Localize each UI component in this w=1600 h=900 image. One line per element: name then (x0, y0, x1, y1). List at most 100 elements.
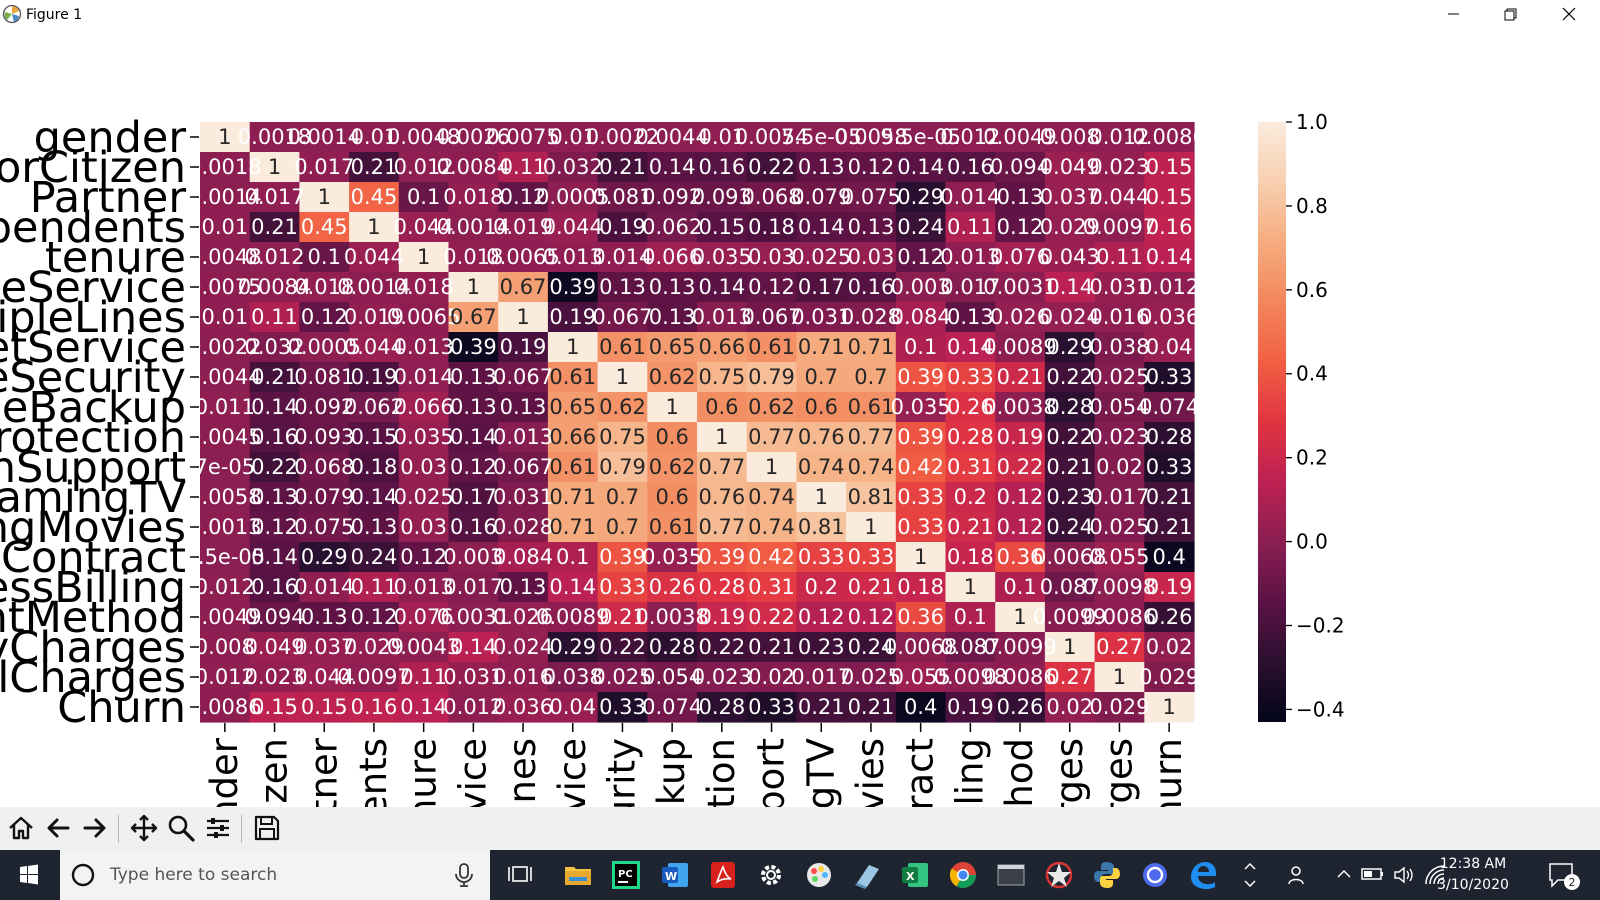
word-icon[interactable]: W (659, 859, 691, 891)
cell-annotation: 0.0099 (983, 635, 1056, 659)
figure-canvas[interactable]: 1 0.0018 0.0014 0.01 0.0048 0.0026 0.0075 0.01 0… (0, 30, 1600, 807)
cell-annotation: 1 (914, 545, 927, 569)
chevron-up-icon[interactable] (1240, 859, 1260, 891)
notepad-icon[interactable] (851, 859, 883, 891)
y-tick-label: tenure (45, 233, 186, 283)
cell-annotation: 0.31 (947, 455, 994, 479)
heatmap-cell (995, 542, 1046, 573)
cell-annotation: 0.81 (798, 515, 845, 539)
heatmap-cell (895, 692, 947, 723)
clock-time[interactable]: 12:38 AM (1439, 856, 1507, 872)
pan-icon[interactable] (129, 813, 159, 843)
cell-annotation: 0.0014 (437, 215, 510, 239)
heatmap-cell (1044, 512, 1096, 543)
excel-icon[interactable]: X (899, 859, 931, 891)
configure-subplots-icon[interactable] (203, 813, 233, 843)
acrobat-icon[interactable] (707, 859, 739, 891)
close-button[interactable] (1546, 0, 1592, 30)
cortana-icon[interactable] (1139, 859, 1171, 891)
cell-annotation: 0.26 (997, 695, 1044, 719)
heatmap-cell (945, 212, 996, 243)
heatmap-cell (1094, 242, 1145, 273)
cell-annotation: 0.0098 (934, 665, 1007, 689)
cell-annotation: 0.74 (798, 455, 845, 479)
heatmap-cell (448, 572, 499, 603)
notification-center-icon[interactable]: 2 (1546, 860, 1582, 892)
cell-annotation: 0.13 (649, 305, 696, 329)
cell-annotation: 0.0065 (486, 245, 559, 269)
restore-button[interactable] (1488, 0, 1534, 30)
cell-annotation: 0.017 (791, 665, 851, 689)
cell-annotation: 0.0048 (188, 245, 261, 269)
heatmap-cell (995, 272, 1046, 303)
file-explorer-icon[interactable] (562, 859, 594, 891)
show-hidden-icons-icon[interactable] (1334, 864, 1354, 884)
minimize-button[interactable] (1430, 0, 1476, 30)
heatmap-cell (1044, 362, 1096, 393)
zoom-icon[interactable] (166, 813, 196, 843)
cell-annotation: 0.0075 (188, 275, 261, 299)
heatmap-cell (796, 332, 847, 363)
pycharm-icon[interactable]: PC (610, 859, 642, 891)
cell-annotation: 0.13 (798, 155, 845, 179)
heatmap-cell (398, 662, 450, 693)
colorbar-tick-label: 0.4 (1296, 362, 1328, 386)
back-arrow-icon[interactable] (43, 813, 73, 843)
heatmap-cell (547, 452, 599, 483)
cell-annotation: 0.28 (1046, 395, 1093, 419)
cell-annotation: 0.025 (592, 665, 652, 689)
task-view-icon[interactable] (504, 859, 536, 891)
people-icon[interactable] (1286, 862, 1312, 888)
heatmap-cell (846, 572, 897, 603)
heatmap-cell (1094, 422, 1145, 453)
paint-icon[interactable] (803, 859, 835, 891)
forward-arrow-icon[interactable] (80, 813, 110, 843)
x-tick-label: nure (402, 738, 445, 807)
heatmap-cell (200, 452, 251, 483)
heatmap-cell (746, 482, 797, 513)
heatmap-cell (249, 332, 300, 363)
edge-icon[interactable] (1187, 859, 1219, 891)
cell-annotation: 0.65 (649, 335, 696, 359)
cell-annotation: 0.33 (748, 695, 795, 719)
cell-annotation: 0.0086 (188, 695, 261, 719)
battery-icon[interactable] (1360, 864, 1386, 884)
heatmap-cell (647, 512, 698, 543)
cell-annotation: 0.011 (195, 395, 255, 419)
heatmap-cell (1144, 422, 1195, 453)
heatmap-cell (746, 602, 797, 633)
colorbar-tick-label: 0.8 (1296, 194, 1328, 218)
wifi-icon[interactable] (1422, 862, 1448, 888)
heatmap-cell (249, 662, 300, 693)
terminal-icon[interactable] (995, 859, 1027, 891)
app-icon[interactable] (1043, 859, 1075, 891)
home-icon[interactable] (6, 813, 36, 843)
heatmap-cell (448, 182, 499, 213)
cell-annotation: 0.0068 (1033, 545, 1106, 569)
y-axis: genderorCitizenPartnerpendentstenureeSer… (0, 113, 199, 733)
cell-annotation: 0.012 (443, 695, 503, 719)
python-icon[interactable] (1091, 859, 1123, 891)
clock-date[interactable]: 3/10/2020 (1437, 877, 1509, 893)
cell-annotation: 0.16 (698, 155, 745, 179)
cell-annotation: 0.61 (649, 515, 696, 539)
cell-annotation: 0.037 (294, 635, 354, 659)
heatmap-cell (547, 122, 599, 153)
heatmap-cell (647, 272, 698, 303)
heatmap-cell (1094, 692, 1145, 723)
cell-annotation: 0.18 (748, 215, 795, 239)
cell-annotation: 0.0013 (188, 515, 261, 539)
heatmap-cell (398, 452, 450, 483)
volume-icon[interactable] (1392, 864, 1416, 886)
heatmap-cell (1094, 212, 1145, 243)
heatmap-cell (846, 362, 897, 393)
windows-start-icon[interactable] (0, 850, 58, 900)
save-icon[interactable] (252, 813, 282, 843)
cell-annotation: 0.36 (997, 545, 1044, 569)
settings-icon[interactable] (755, 859, 787, 891)
y-tick-label: eBackup (2, 383, 186, 433)
microphone-icon[interactable] (453, 862, 475, 888)
cell-annotation: 0.14 (698, 275, 745, 299)
chrome-icon[interactable] (947, 859, 979, 891)
taskbar-search-box[interactable]: Type here to search (60, 850, 490, 900)
